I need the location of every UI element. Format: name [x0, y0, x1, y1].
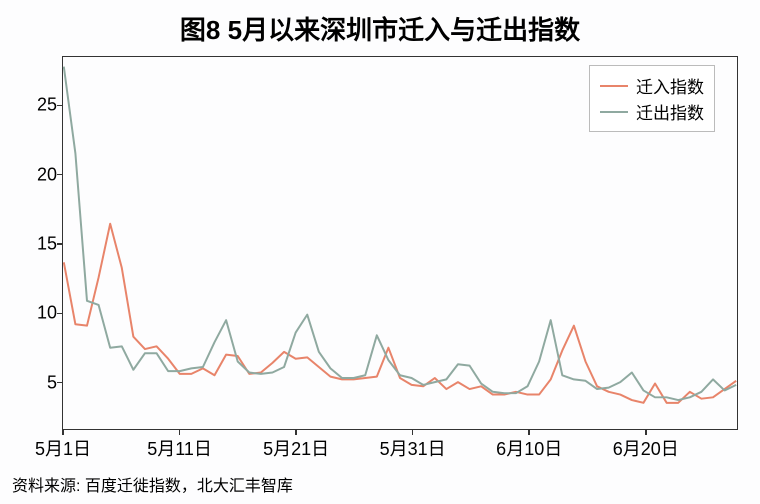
x-tick-label: 5月21日: [263, 435, 329, 461]
y-tick-label: 5: [47, 372, 57, 393]
chart-title: 图8 5月以来深圳市迁入与迁出指数: [0, 0, 760, 55]
x-tick-mark: [412, 429, 414, 435]
x-tick-label: 6月20日: [613, 435, 679, 461]
y-tick-label: 10: [37, 303, 57, 324]
legend: 迁入指数迁出指数: [589, 65, 715, 132]
x-tick-label: 5月31日: [380, 435, 446, 461]
y-tick-label: 15: [37, 234, 57, 255]
y-tick-label: 20: [37, 164, 57, 185]
source-label: 资料来源: 百度迁徙指数，北大汇丰智库: [12, 472, 293, 496]
x-tick-mark: [528, 429, 530, 435]
y-tick-mark: [57, 382, 63, 384]
legend-item: 迁出指数: [600, 99, 704, 124]
x-tick-label: 6月10日: [496, 435, 562, 461]
y-tick-mark: [57, 313, 63, 315]
legend-swatch: [600, 85, 628, 87]
plot-area: 迁入指数迁出指数 5101520255月1日5月11日5月21日5月31日6月1…: [62, 56, 738, 430]
x-tick-label: 5月11日: [147, 435, 212, 461]
y-tick-mark: [57, 105, 63, 107]
x-tick-mark: [62, 429, 64, 435]
x-tick-label: 5月1日: [35, 435, 91, 461]
y-tick-label: 25: [37, 95, 57, 116]
x-tick-mark: [179, 429, 181, 435]
legend-label: 迁出指数: [636, 99, 704, 124]
x-tick-mark: [645, 429, 647, 435]
legend-item: 迁入指数: [600, 73, 704, 98]
y-tick-mark: [57, 243, 63, 245]
legend-swatch: [600, 111, 628, 113]
chart-container: 图8 5月以来深圳市迁入与迁出指数 迁入指数迁出指数 5101520255月1日…: [0, 0, 760, 504]
x-tick-mark: [295, 429, 297, 435]
legend-label: 迁入指数: [636, 73, 704, 98]
y-tick-mark: [57, 174, 63, 176]
